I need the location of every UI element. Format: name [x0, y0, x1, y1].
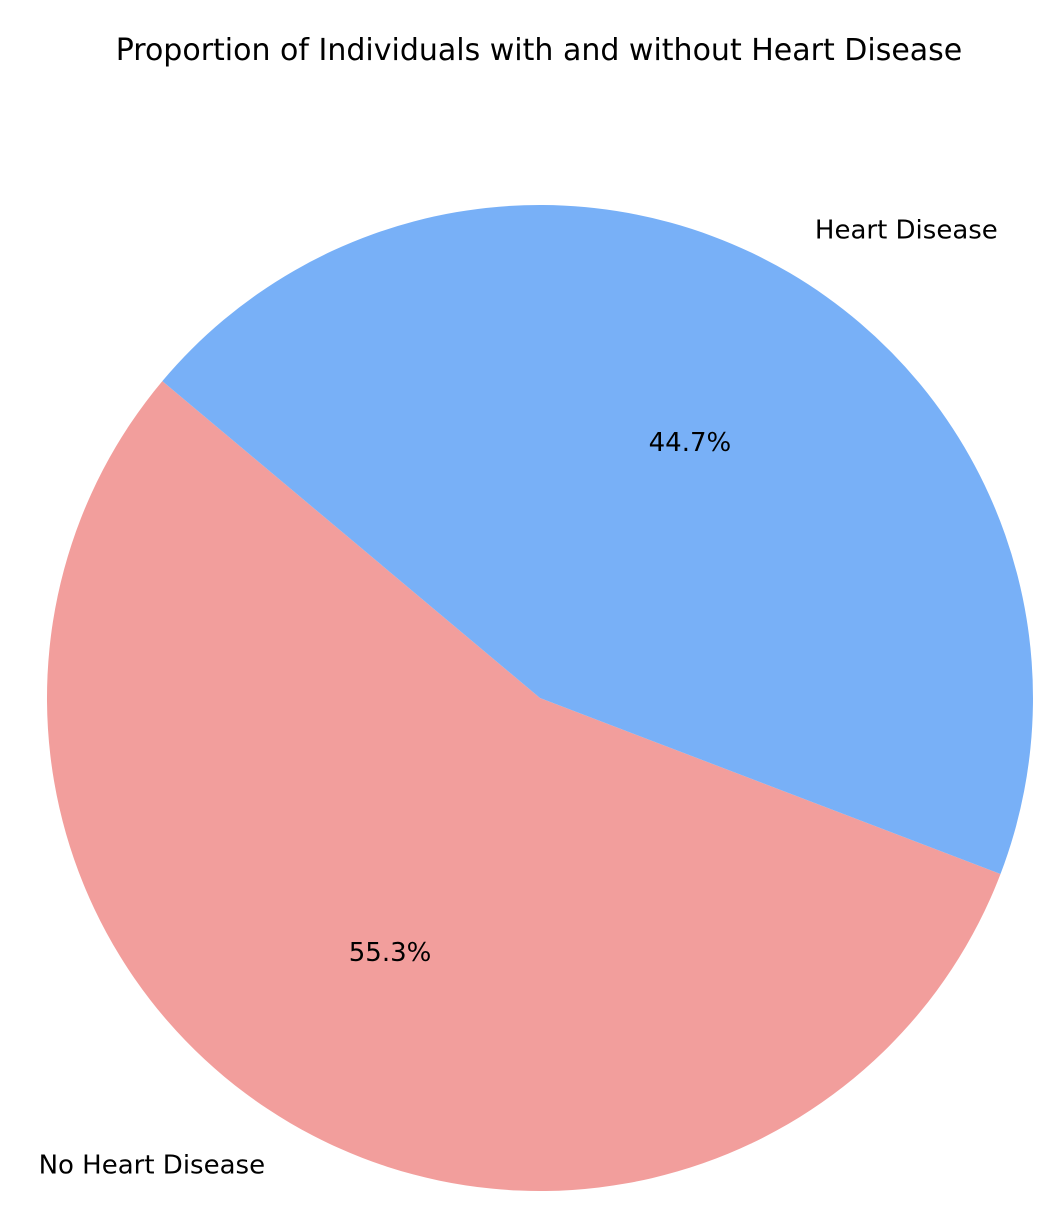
pie-slices — [46, 205, 1033, 1192]
chart-title: Proportion of Individuals with and witho… — [115, 33, 963, 68]
pie-slice-1 — [162, 205, 1033, 875]
pie-pct-label-1: 44.7% — [649, 428, 732, 458]
pie-pct-label-0: 55.3% — [349, 938, 432, 968]
pie-slice-0 — [46, 381, 1001, 1192]
pie-category-label-1: Heart Disease — [815, 216, 998, 246]
pie-category-label-0: No Heart Disease — [39, 1150, 266, 1180]
pie-labels: 55.3% No Heart Disease 44.7% Heart Disease — [39, 216, 998, 1181]
